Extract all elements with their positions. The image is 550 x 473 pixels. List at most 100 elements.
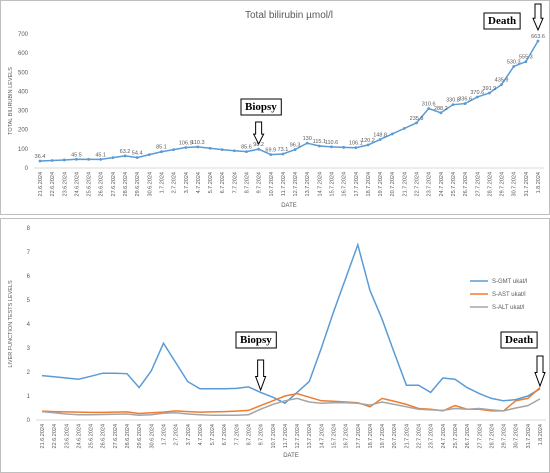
- x-tick-label: 25.6.2024: [89, 424, 95, 448]
- x-tick-label: 3.7.2024: [184, 172, 190, 193]
- x-tick-label: 4.7.2024: [196, 172, 202, 193]
- data-point: [451, 103, 455, 107]
- x-tick-label: 30.7.2024: [512, 172, 518, 196]
- x-tick-label: 20.7.2024: [390, 172, 396, 196]
- x-tick-label: 21.6.2024: [38, 172, 44, 196]
- data-label: 115.1: [313, 139, 326, 145]
- x-tick-label: 21.7.2024: [404, 424, 410, 448]
- x-tick-label: 19.7.2024: [380, 424, 386, 448]
- x-tick-label: 16.7.2024: [342, 172, 348, 196]
- data-point: [415, 121, 418, 125]
- x-tick-label: 1.7.2024: [161, 424, 167, 445]
- x-tick-label: 11.7.2024: [283, 424, 289, 448]
- data-point: [524, 60, 528, 64]
- data-point: [147, 153, 151, 157]
- x-tick-label: 21.6.2024: [40, 424, 46, 448]
- x-tick-label: 3.7.2024: [186, 424, 192, 445]
- x-tick-label: 1.8.2024: [538, 424, 544, 445]
- data-label: 85.1: [156, 145, 167, 151]
- data-point: [111, 156, 115, 160]
- x-tick-label: 25.7.2024: [453, 424, 459, 448]
- annotation-box: [240, 98, 282, 116]
- data-label: 69.9: [265, 148, 276, 154]
- x-tick-label: 19.7.2024: [378, 172, 384, 196]
- annotation: Death: [505, 334, 533, 346]
- x-tick-label: 18.7.2024: [368, 424, 374, 448]
- x-tick-label: 29.7.2024: [500, 172, 506, 196]
- data-point: [305, 141, 309, 145]
- y-tick-label: 5: [27, 298, 31, 304]
- x-tick-label: 4.7.2024: [198, 424, 204, 445]
- data-label: 391.9: [483, 86, 497, 92]
- annotation-box: [500, 331, 538, 349]
- data-label: 96.3: [290, 143, 301, 149]
- x-tick-label: 13.7.2024: [307, 424, 313, 448]
- data-line: [41, 397, 541, 416]
- data-point: [99, 157, 103, 161]
- x-tick-label: 28.6.2024: [125, 424, 131, 448]
- data-point: [123, 154, 127, 158]
- data-point: [135, 156, 139, 159]
- x-tick-label: 24.6.2024: [74, 172, 80, 196]
- data-point: [257, 147, 261, 151]
- data-label: 63.2: [120, 149, 131, 155]
- data-point: [366, 143, 370, 147]
- legend-label: S-AST ukat/l: [492, 292, 526, 298]
- data-point: [488, 91, 491, 95]
- x-tick-label: 22.6.2024: [52, 424, 58, 448]
- data-label: 288.2: [434, 106, 448, 112]
- x-axis-label: DATE: [281, 203, 297, 209]
- x-tick-label: 27.7.2024: [475, 172, 481, 196]
- x-tick-label: 15.7.2024: [330, 172, 336, 196]
- x-axis-label: DATE: [283, 453, 299, 459]
- data-line: [39, 40, 539, 162]
- data-point: [75, 157, 78, 161]
- x-tick-label: 9.7.2024: [257, 172, 263, 193]
- x-tick-label: 25.7.2024: [451, 172, 457, 196]
- data-label: 330.8: [446, 98, 460, 104]
- x-tick-label: 7.7.2024: [232, 172, 238, 193]
- y-tick-label: 300: [18, 109, 29, 115]
- x-tick-label: 12.7.2024: [295, 424, 301, 448]
- x-tick-label: 22.7.2024: [417, 424, 423, 448]
- data-point: [330, 145, 333, 149]
- x-tick-label: 26.6.2024: [99, 172, 105, 196]
- data-label: 106.9: [179, 141, 193, 147]
- data-point: [208, 146, 212, 150]
- data-label: 110.6: [325, 140, 338, 146]
- x-tick-label: 30.6.2024: [149, 424, 155, 448]
- x-tick-label: 13.7.2024: [305, 172, 311, 196]
- annotation-box: [235, 331, 277, 349]
- y-tick-label: 4: [27, 322, 31, 328]
- x-tick-label: 10.7.2024: [269, 172, 275, 196]
- data-point: [463, 102, 467, 105]
- x-tick-label: 17.7.2024: [354, 172, 360, 196]
- y-tick-label: 8: [27, 226, 31, 232]
- x-tick-label: 2.7.2024: [172, 172, 178, 193]
- data-label: 45.5: [71, 152, 82, 158]
- x-tick-label: 15.7.2024: [332, 424, 338, 448]
- annotation: Biopsy: [245, 101, 277, 113]
- x-tick-label: 30.7.2024: [514, 424, 520, 448]
- x-tick-label: 28.7.2024: [489, 424, 495, 448]
- data-label: 530.3: [507, 59, 521, 65]
- x-tick-label: 30.6.2024: [147, 172, 153, 196]
- data-point: [232, 149, 236, 153]
- x-tick-label: 27.6.2024: [111, 172, 117, 196]
- y-tick-label: 0: [25, 166, 29, 172]
- data-label: 85.6: [241, 145, 252, 151]
- x-tick-label: 14.7.2024: [319, 424, 325, 448]
- data-label: 310.6: [422, 102, 436, 108]
- x-tick-label: 1.8.2024: [536, 172, 542, 193]
- x-tick-label: 20.7.2024: [392, 424, 398, 448]
- y-tick-label: 100: [18, 147, 29, 153]
- data-point: [536, 39, 540, 43]
- x-tick-label: 16.7.2024: [344, 424, 350, 448]
- data-label: 98.2: [253, 142, 264, 148]
- y-tick-label: 2: [27, 370, 31, 376]
- x-tick-label: 27.7.2024: [477, 424, 483, 448]
- x-tick-label: 26.6.2024: [101, 424, 107, 448]
- data-point: [38, 159, 42, 163]
- data-point: [160, 150, 163, 154]
